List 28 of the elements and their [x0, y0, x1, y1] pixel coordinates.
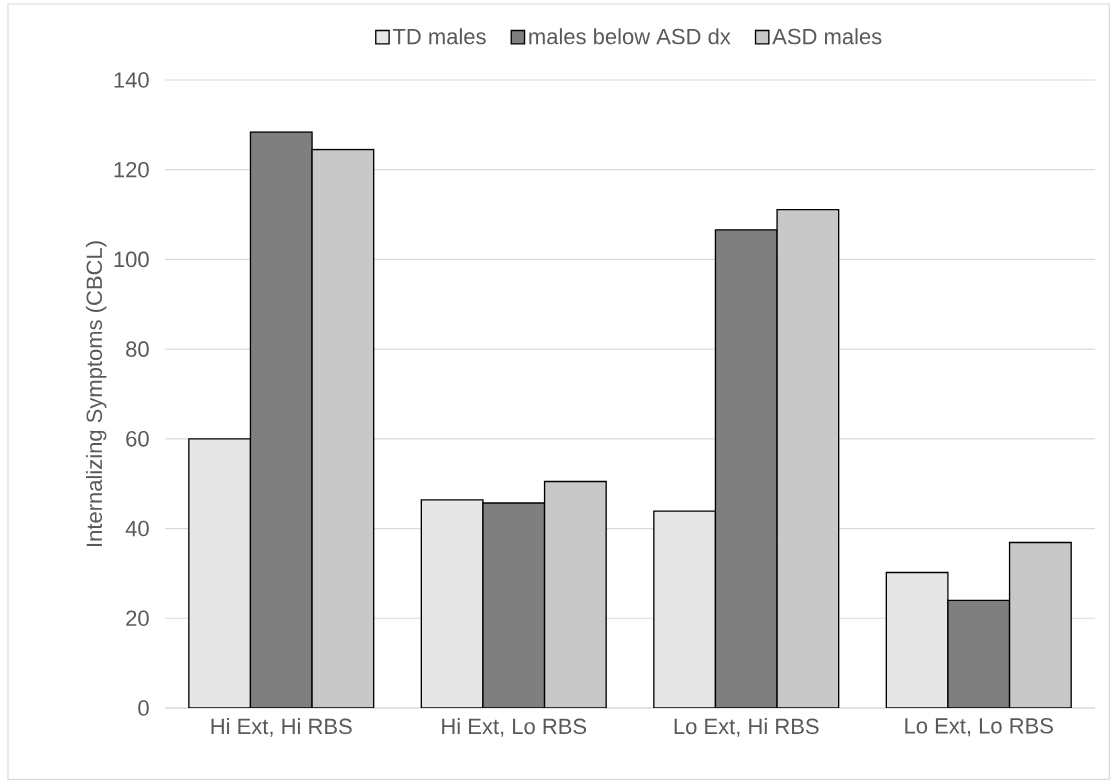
y-tick-label: 120: [114, 161, 149, 178]
bar: [312, 149, 374, 708]
bar: [1008, 541, 1072, 708]
bar: [544, 481, 607, 708]
y-axis-title: Internalizing Symptoms (CBCL): [85, 241, 107, 547]
x-tick-label: Lo Ext, Hi RBS: [674, 718, 819, 737]
bar: [188, 438, 251, 708]
bar: [250, 132, 313, 708]
y-tick-label: 140: [114, 72, 149, 88]
bar: [482, 502, 545, 708]
bar: [421, 499, 483, 708]
bar: [885, 571, 949, 708]
bar: [715, 229, 778, 708]
y-tick-label: 40: [125, 520, 149, 537]
legend-label: TD males: [392, 28, 486, 45]
y-tick-label: 20: [126, 610, 149, 627]
y-tick-label: 60: [126, 431, 149, 447]
x-tick-label: Hi Ext, Hi RBS: [211, 718, 352, 737]
bar: [777, 209, 839, 708]
legend-label: ASD males: [772, 28, 882, 45]
y-tick-label: 80: [126, 341, 149, 357]
bar: [653, 511, 716, 708]
bar: [947, 599, 1011, 708]
x-tick-label: Hi Ext, Lo RBS: [442, 718, 587, 737]
legend-label: males below ASD dx: [529, 28, 731, 45]
y-tick-label: 100: [114, 251, 149, 268]
y-tick-label: 0: [138, 700, 149, 716]
x-tick-label: Lo Ext, Lo RBS: [905, 718, 1053, 737]
